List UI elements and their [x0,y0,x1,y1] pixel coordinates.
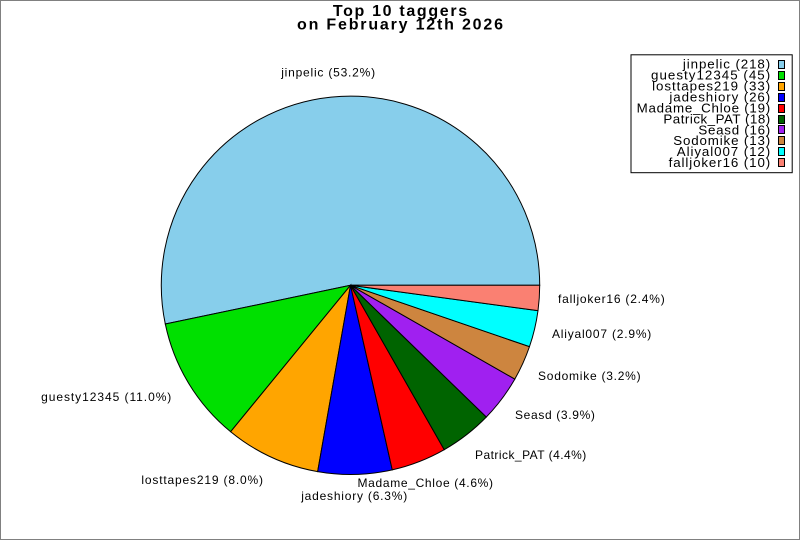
svg-text:Sodomike (13): Sodomike (13) [673,133,770,148]
svg-text:losttapes219 (8.0%): losttapes219 (8.0%) [141,473,263,487]
svg-text:jadeshiory (26): jadeshiory (26) [668,89,770,104]
svg-text:jinpelic (53.2%): jinpelic (53.2%) [280,66,375,80]
svg-text:Aliyal007 (2.9%): Aliyal007 (2.9%) [552,327,651,341]
svg-text:jinpelic (218): jinpelic (218) [682,57,770,72]
svg-text:jadeshiory (6.3%): jadeshiory (6.3%) [300,489,407,503]
svg-text:falljoker16 (10): falljoker16 (10) [669,155,771,170]
svg-text:guesty12345 (11.0%): guesty12345 (11.0%) [41,390,171,404]
svg-text:on February 12th 2026: on February 12th 2026 [297,17,503,34]
svg-text:Aliyal007 (12): Aliyal007 (12) [677,144,770,159]
svg-text:Patrick_PAT (18): Patrick_PAT (18) [663,111,770,126]
svg-text:Seasd (3.9%): Seasd (3.9%) [515,408,595,422]
svg-text:Sodomike (3.2%): Sodomike (3.2%) [538,369,641,383]
svg-text:Top 10 taggers: Top 10 taggers [333,3,467,20]
svg-text:falljoker16 (2.4%): falljoker16 (2.4%) [558,292,665,306]
svg-text:Seasd (16): Seasd (16) [698,122,770,137]
svg-text:Patrick_PAT (4.4%): Patrick_PAT (4.4%) [475,448,586,462]
svg-text:Madame_Chloe (4.6%): Madame_Chloe (4.6%) [358,476,494,490]
svg-text:Madame_Chloe (19): Madame_Chloe (19) [637,100,771,115]
svg-text:losttapes219 (33): losttapes219 (33) [652,78,770,93]
svg-text:guesty12345 (45): guesty12345 (45) [651,68,770,83]
